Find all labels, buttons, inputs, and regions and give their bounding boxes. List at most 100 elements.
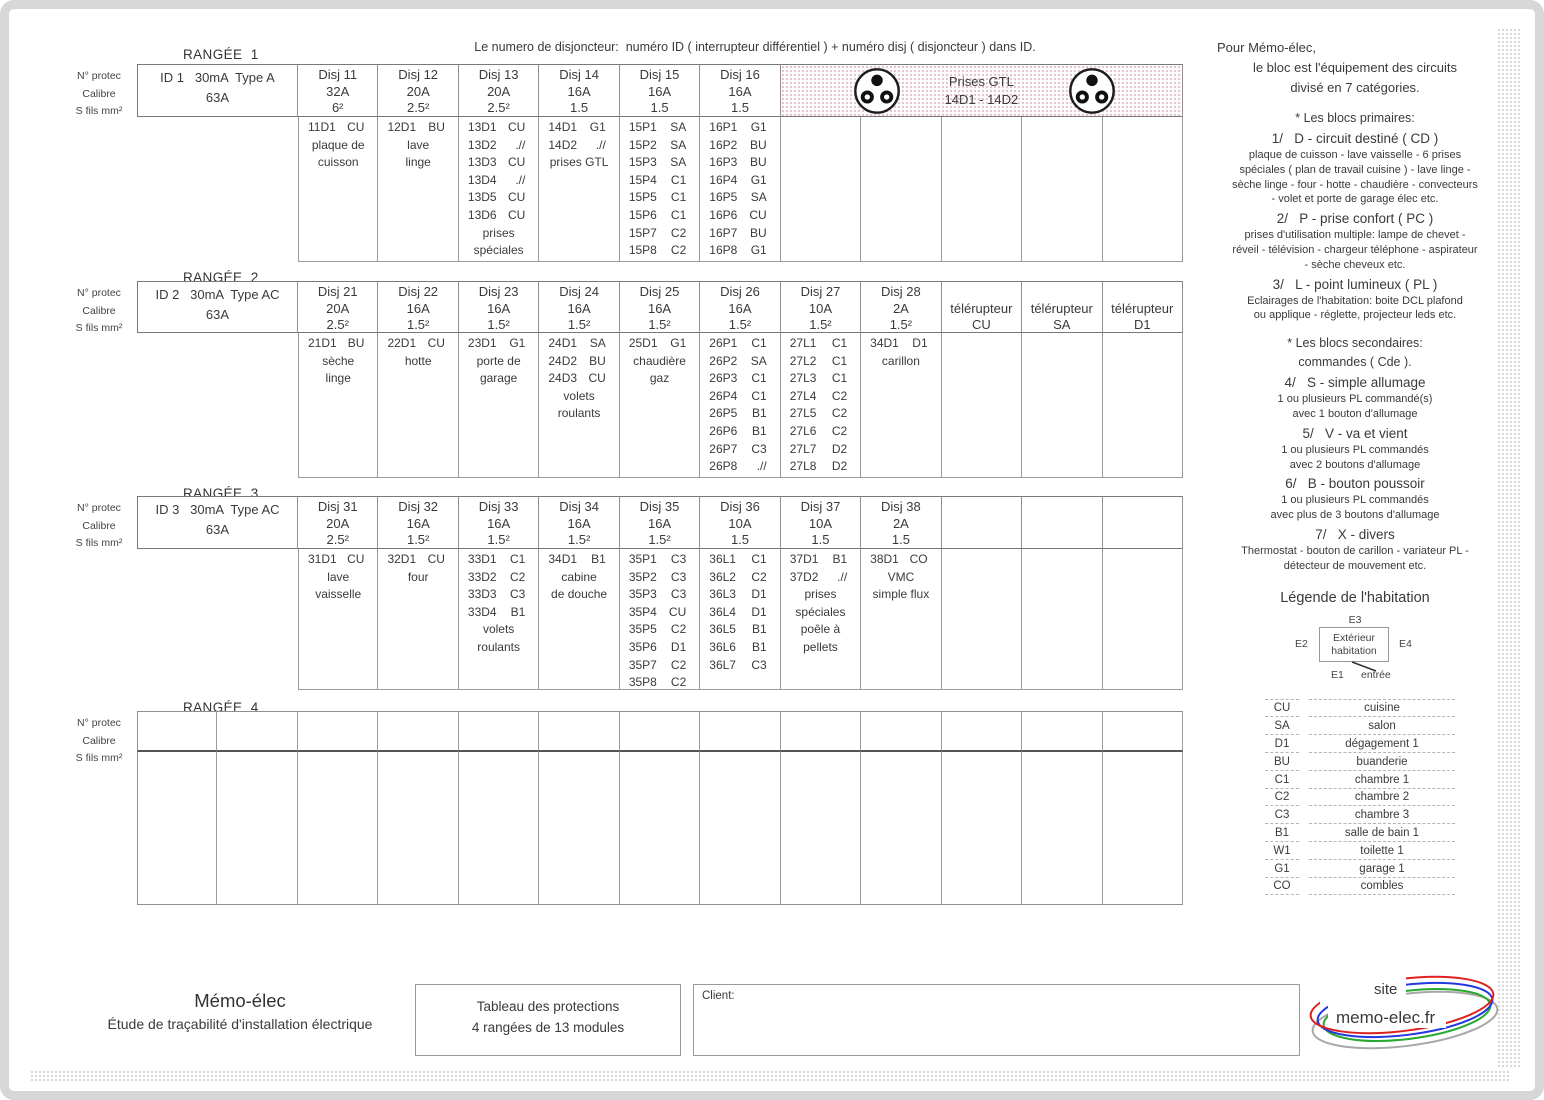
disj-header-line: 10A xyxy=(808,515,833,531)
circuit-cell: 23D1 G1 porte de garage xyxy=(458,333,540,478)
circuit-line: 16P4 G1 xyxy=(700,172,779,190)
field-label: S fils mm² xyxy=(75,322,123,334)
circuit-code: 37D2 xyxy=(789,569,819,584)
room-code: .// xyxy=(595,137,606,152)
disj-header-line: 6² xyxy=(331,100,344,116)
room-code: D1 xyxy=(751,604,767,619)
category-title: 7/ X - divers xyxy=(1315,526,1395,542)
disj-header-line: SA xyxy=(1053,317,1071,333)
empty-body-cell xyxy=(217,752,298,905)
category-description-line: réveil - télévision - chargeur téléphone… xyxy=(1232,243,1478,256)
circuit-cell: 33D1 C1 33D2 C2 33D3 C3 33D4 B1 volets roulants xyxy=(458,549,540,690)
category-section: * Les blocs secondaires: commandes ( Cde … xyxy=(1205,335,1505,573)
legend-room-name: garage 1 xyxy=(1309,861,1455,878)
empty-body-cell xyxy=(780,752,862,905)
legend-room-code: CO xyxy=(1265,878,1299,896)
disj-header-line: 1.5² xyxy=(487,317,510,333)
field-label: N° protec xyxy=(77,70,121,82)
room-code: SA xyxy=(670,120,687,134)
circuit-line: 16P5 SA xyxy=(700,189,779,207)
rangee-body: 21D1 BU sèche linge 22D1 CU hotte 23D1 G1 porte d… xyxy=(298,333,1183,478)
empty-body-cell xyxy=(700,752,781,905)
circuit-code: 16P2 xyxy=(709,137,738,152)
habitation-diagram: E3 E2 Extérieur habitation E4 E1 entrée xyxy=(1255,614,1455,688)
category-description-line: 1 ou plusieurs PL commandé(s) xyxy=(1277,393,1433,406)
room-code: G1 xyxy=(750,120,767,134)
disj-header-line: 16A xyxy=(487,300,511,316)
circuit-description: four xyxy=(407,569,429,584)
circuit-description: pellets xyxy=(803,639,838,654)
disj-header-line: 2.5² xyxy=(406,100,430,116)
circuit-line: 27L7 D2 xyxy=(781,441,860,459)
circuit-cell xyxy=(941,117,1023,262)
disj-header-line: 1.5² xyxy=(889,317,913,333)
legend-room-name: chambre 1 xyxy=(1309,772,1455,789)
room-code: C2 xyxy=(831,388,848,403)
circuit-cell: 32D1 CU four xyxy=(378,549,459,690)
legend-room-name: cuisine xyxy=(1309,699,1455,718)
rangee-body: 11D1 CU plaque de cuisson 12D1 BU lave linge 13D… xyxy=(298,117,1183,262)
room-code: B1 xyxy=(591,552,606,566)
disj-header-line: 1.5² xyxy=(648,532,671,548)
empty-body-cell xyxy=(619,752,701,905)
room-code: BU xyxy=(347,336,365,350)
socket-icon xyxy=(853,68,900,114)
disj-header-cell: Disj 22 16A 1.5² xyxy=(378,281,459,333)
room-code: SA xyxy=(750,190,767,205)
disj-header-cell xyxy=(1102,496,1183,549)
circuit-cell: 38D1 CO VMC simple flux xyxy=(861,549,942,690)
circuit-description: prises GTL xyxy=(549,155,609,170)
room-code: C2 xyxy=(670,243,687,258)
circuit-code: 27L6 xyxy=(789,423,817,438)
circuit-code: 31D1 xyxy=(308,552,337,566)
room-code: C2 xyxy=(831,406,848,421)
empty-header-cell xyxy=(458,711,540,752)
section-heading: * Les blocs secondaires: xyxy=(1287,336,1423,351)
room-code: D2 xyxy=(831,441,848,456)
circuit-code: 33D4 xyxy=(467,604,497,619)
circuit-description: simple flux xyxy=(872,587,930,602)
circuit-line: 35P6 D1 xyxy=(620,639,699,657)
circuit-line: 37D1 B1 xyxy=(781,551,860,569)
circuit-cell xyxy=(1102,333,1183,478)
room-code: BU xyxy=(428,120,445,134)
circuit-line: 27L1 C1 xyxy=(781,335,860,353)
circuit-description: gaz xyxy=(649,371,670,386)
circuit-code: 14D2 xyxy=(548,137,578,152)
room-code: CU xyxy=(508,155,526,170)
disj-header-cell: Disj 24 16A 1.5² xyxy=(539,281,620,333)
circuit-code: 35P8 xyxy=(628,675,657,690)
circuit-code: 16P5 xyxy=(709,190,738,205)
disj-header-line xyxy=(1103,532,1182,548)
room-code: G1 xyxy=(670,336,687,350)
exterior-box-line: Extérieur xyxy=(1332,631,1375,644)
client-box[interactable]: Client: xyxy=(693,984,1300,1056)
circuit-line: 27L3 C1 xyxy=(781,370,860,388)
id-block-line: 63A xyxy=(205,522,230,537)
circuit-line: 23D1 G1 xyxy=(459,335,538,353)
disj-header-line: 16A xyxy=(567,515,591,531)
field-label: N° protec xyxy=(77,287,121,299)
circuit-line: 34D1 B1 xyxy=(539,551,618,569)
room-code: C3 xyxy=(670,552,687,566)
disj-header-line: 1.5² xyxy=(809,317,832,333)
disj-header-line: 1.5² xyxy=(648,317,671,333)
room-code: C2 xyxy=(510,569,526,584)
disj-header-line: Disj 15 xyxy=(639,67,680,82)
circuit-cell: 11D1 CU plaque de cuisson xyxy=(298,117,379,262)
rangee-header: ID 2 30mA Type AC 63A Disj 21 20A 2.5² Disj 2… xyxy=(137,281,1183,333)
circuit-code: 26P7 xyxy=(709,441,738,456)
disj-header-cell: télérupteur D1 xyxy=(1102,281,1183,333)
rangee-body: 31D1 CU lave vaisselle 32D1 CU four 33D1 C1 33D2 C… xyxy=(298,549,1183,690)
circuit-code: 36L7 xyxy=(709,657,736,672)
circuit-cell: 27L1 C1 27L2 C1 27L3 C1 27L4 C2 27L5 C2 27L6 C2 27L7… xyxy=(780,333,862,478)
circuit-cell: 34D1 B1 cabine de douche xyxy=(539,549,620,690)
circuit-code: 15P6 xyxy=(628,207,657,222)
circuit-cell xyxy=(1022,333,1103,478)
circuit-code: 13D4 xyxy=(467,172,497,187)
disj-header-line xyxy=(942,499,1021,516)
circuit-line: 15P8 C2 xyxy=(620,242,699,260)
empty-header-cell xyxy=(217,711,298,752)
room-code: CU xyxy=(588,371,606,386)
disj-header-line: Disj 13 xyxy=(478,67,519,82)
